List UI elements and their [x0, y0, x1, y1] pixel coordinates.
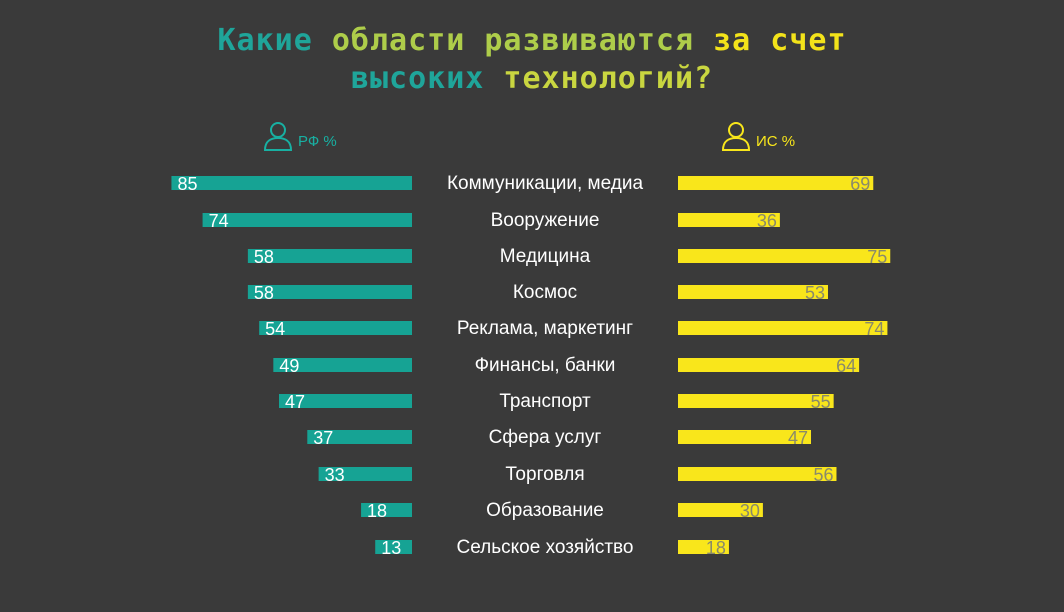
title-line-1: Какие области развиваются за счет [0, 22, 1064, 60]
bar-is [678, 213, 780, 227]
category-label: Медицина [500, 246, 591, 267]
data-label-is: 64 [836, 356, 856, 376]
bar-is [678, 394, 834, 408]
bar-is [678, 503, 763, 517]
title-word: высоких [350, 61, 485, 96]
legend-left-label: РФ % [298, 132, 337, 150]
data-label-rf: 85 [177, 174, 197, 194]
category-label: Реклама, маркетинг [457, 318, 633, 339]
legend-right-label: ИС % [756, 132, 796, 150]
data-label-is: 47 [788, 428, 808, 448]
bar-rf [307, 430, 412, 444]
person-outline-icon [263, 122, 293, 151]
data-label-rf: 74 [209, 211, 229, 231]
bar-rf [375, 540, 412, 554]
category-label: Сельское хозяйство [457, 537, 634, 558]
category-label: Транспорт [499, 391, 591, 412]
chart-title: Какие области развиваются за счет высоки… [0, 22, 1064, 98]
person-outline-icon [721, 122, 751, 151]
category-label: Коммуникации, медиа [447, 173, 643, 194]
bar-is [678, 430, 812, 444]
title-word: Какие [217, 23, 313, 58]
legend-left: РФ % [262, 120, 337, 152]
data-label-is: 55 [811, 392, 831, 412]
title-word: счет [770, 23, 847, 58]
title-word: за [713, 23, 752, 58]
data-label-rf: 33 [325, 465, 345, 485]
bar-rf [247, 285, 412, 299]
data-label-rf: 54 [265, 319, 285, 339]
title-word: технологий? [503, 61, 714, 96]
legend-right: ИС % [720, 120, 795, 152]
bar-rf [278, 394, 412, 408]
bar-is [678, 176, 874, 190]
category-label: Космос [513, 282, 577, 303]
data-label-rf: 37 [313, 428, 333, 448]
data-label-rf: 47 [285, 392, 305, 412]
data-label-is: 30 [740, 501, 760, 521]
title-line-2: высоких технологий? [0, 60, 1064, 98]
title-word: области [331, 23, 466, 58]
bar-rf [361, 503, 412, 517]
data-label-is: 36 [757, 211, 777, 231]
data-label-is: 69 [850, 174, 870, 194]
bar-is [678, 285, 828, 299]
category-label: Торговля [505, 464, 584, 485]
bar-is [678, 321, 888, 335]
category-label: Вооружение [491, 210, 600, 231]
category-label: Финансы, банки [475, 355, 616, 376]
data-label-is: 56 [813, 465, 833, 485]
bar-is [678, 467, 837, 481]
bar-rf [202, 213, 412, 227]
bar-rf [318, 467, 412, 481]
data-label-rf: 49 [279, 356, 299, 376]
bar-rf [259, 321, 412, 335]
category-label: Образование [486, 500, 604, 521]
data-label-is: 53 [805, 283, 825, 303]
data-label-is: 18 [706, 538, 726, 558]
bar-rf [247, 249, 412, 263]
data-label-rf: 58 [254, 247, 274, 267]
data-label-rf: 13 [381, 538, 401, 558]
bar-is [678, 249, 891, 263]
bar-is [678, 540, 729, 554]
data-label-rf: 18 [367, 501, 387, 521]
title-word: развиваются [484, 23, 695, 58]
data-label-rf: 58 [254, 283, 274, 303]
category-label: Сфера услуг [489, 427, 602, 448]
bar-is [678, 358, 860, 372]
data-label-is: 74 [864, 319, 884, 339]
data-label-is: 75 [867, 247, 887, 267]
bar-rf [273, 358, 412, 372]
bar-rf [171, 176, 412, 190]
